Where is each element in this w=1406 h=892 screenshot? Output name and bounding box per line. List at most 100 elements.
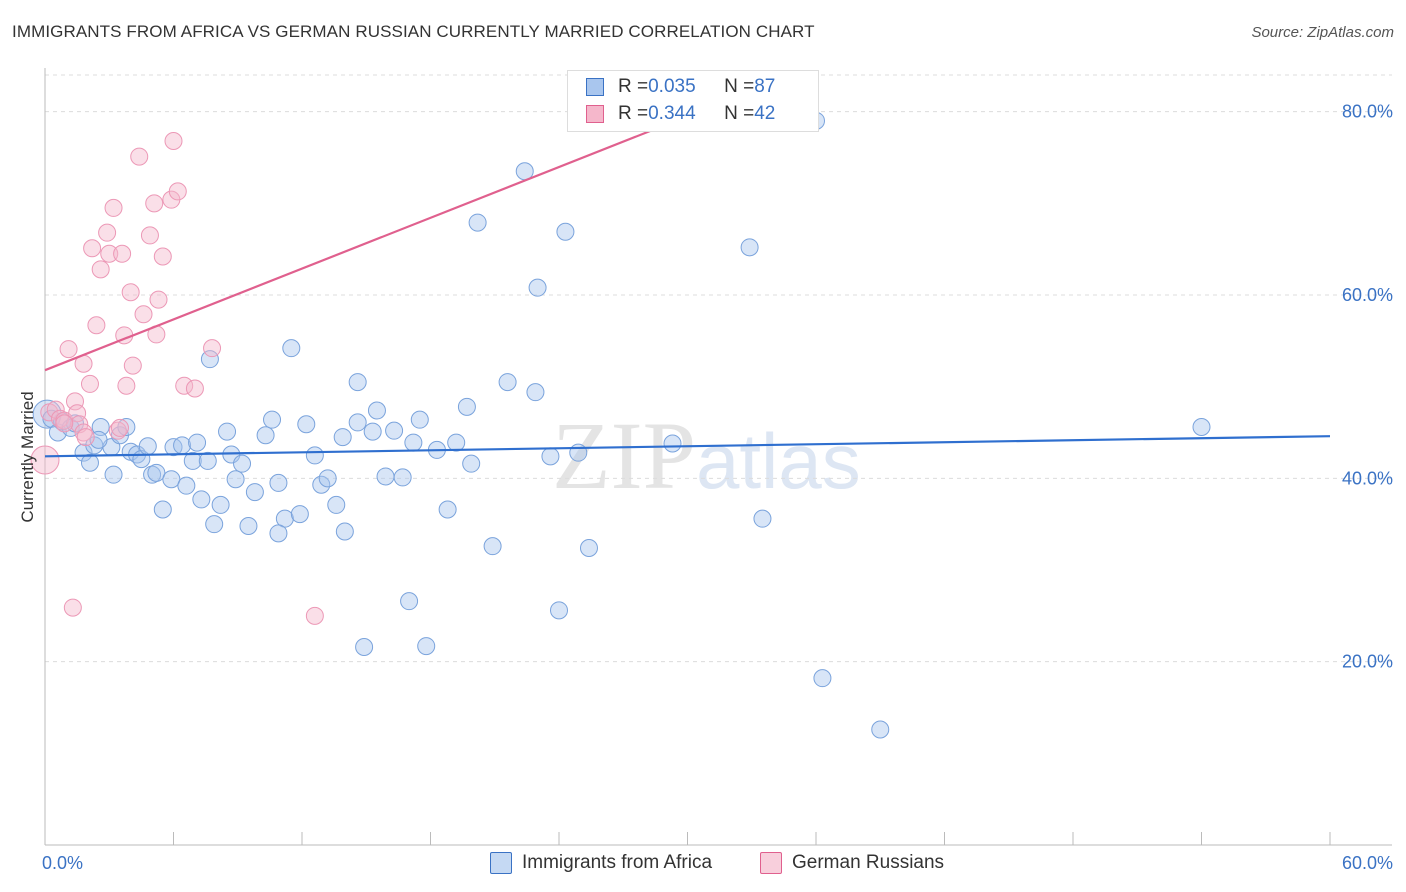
point-german-russians (76, 428, 95, 447)
gridlines (45, 74, 1392, 663)
point-immigrants-from-africa (541, 447, 560, 466)
point-german-russians (87, 316, 106, 335)
point-immigrants-from-africa (305, 446, 324, 465)
legend-r-value: 0.344 (648, 103, 696, 124)
x-tick-label: 60.0% (1342, 853, 1393, 873)
point-immigrants-from-africa (348, 373, 367, 392)
point-immigrants-from-africa (556, 222, 575, 241)
point-german-russians (83, 239, 102, 258)
point-german-russians (121, 283, 140, 302)
series-legend: Immigrants from Africa German Russians (0, 852, 1406, 878)
point-immigrants-from-africa (871, 720, 890, 739)
trend-line-german-russians (44, 115, 688, 372)
point-immigrants-from-africa (355, 638, 374, 656)
series-immigrants-from-africa (32, 111, 1211, 739)
point-immigrants-from-africa (312, 475, 331, 494)
point-immigrants-from-africa (218, 422, 237, 441)
point-immigrants-from-africa (80, 453, 99, 472)
legend-label-german-russians: German Russians (792, 852, 945, 873)
point-german-russians (305, 606, 324, 625)
point-german-russians (80, 374, 99, 393)
point-immigrants-from-africa (162, 470, 181, 489)
point-immigrants-from-africa (205, 515, 224, 534)
point-immigrants-from-africa (753, 509, 772, 528)
legend-swatch-blue (586, 78, 604, 96)
point-german-russians (74, 423, 93, 442)
point-immigrants-from-africa (177, 476, 196, 495)
point-immigrants-from-africa (226, 470, 245, 489)
point-immigrants-from-africa (74, 443, 93, 462)
point-immigrants-from-africa (483, 537, 502, 556)
point-immigrants-from-africa (318, 469, 337, 488)
point-immigrants-from-africa (256, 426, 275, 445)
point-immigrants-from-africa (363, 422, 382, 441)
point-immigrants-from-africa (239, 517, 258, 535)
point-immigrants-from-africa (385, 421, 404, 440)
point-immigrants-from-africa (367, 401, 386, 420)
point-immigrants-from-africa (335, 522, 354, 541)
point-german-russians (68, 404, 87, 423)
point-immigrants-from-africa (282, 339, 301, 358)
point-immigrants-from-africa (147, 463, 166, 482)
point-immigrants-from-africa (348, 413, 367, 432)
point-immigrants-from-africa (569, 443, 588, 462)
point-german-russians (55, 414, 74, 433)
axes (44, 68, 1392, 846)
point-immigrants-from-africa (290, 505, 309, 524)
point-german-russians (185, 379, 204, 398)
point-immigrants-from-africa (245, 483, 264, 502)
legend-r-label: R = (618, 76, 649, 97)
point-immigrants-from-africa (233, 454, 252, 473)
point-immigrants-from-africa (528, 278, 547, 297)
point-german-russians (110, 418, 129, 437)
point-immigrants-from-africa (269, 473, 288, 492)
point-immigrants-from-africa (1192, 418, 1211, 436)
point-german-russians (203, 339, 222, 358)
trend-line-immigrants-from-africa (44, 435, 1331, 458)
legend-item-german-russians[interactable]: German Russians (760, 852, 944, 874)
point-immigrants-from-africa (138, 437, 157, 456)
point-german-russians (153, 247, 172, 266)
source-label: Source: ZipAtlas.com (1251, 24, 1394, 41)
point-german-russians (91, 260, 110, 279)
point-immigrants-from-africa (410, 410, 429, 429)
legend-swatch-blue (490, 852, 512, 874)
legend-r-value: 0.035 (648, 76, 696, 97)
y-axis-label: Currently Married (18, 391, 37, 522)
point-immigrants-from-africa (198, 451, 217, 470)
point-german-russians (100, 244, 119, 263)
series-german-russians (30, 132, 324, 625)
legend-row-blue: R = 0.035 N = 87 (586, 76, 775, 98)
legend-n-label: N = (724, 76, 755, 97)
point-german-russians (134, 305, 153, 324)
legend-item-immigrants-from-africa[interactable]: Immigrants from Africa (490, 852, 712, 874)
point-immigrants-from-africa (211, 495, 230, 514)
point-german-russians (145, 194, 164, 213)
point-immigrants-from-africa (526, 383, 545, 402)
trend-lines (44, 115, 1331, 458)
point-immigrants-from-africa (438, 500, 457, 519)
point-immigrants-from-africa (663, 434, 682, 453)
point-german-russians (108, 421, 127, 440)
point-immigrants-from-africa (200, 350, 219, 369)
point-german-russians (164, 132, 183, 150)
legend-swatch-pink (586, 105, 604, 123)
y-tick-label: 80.0% (1342, 102, 1393, 122)
point-german-russians (30, 445, 60, 475)
point-immigrants-from-africa (404, 433, 423, 452)
point-german-russians (59, 340, 78, 359)
point-immigrants-from-africa (333, 428, 352, 447)
legend-n-value: 87 (754, 76, 776, 97)
point-immigrants-from-africa (417, 637, 436, 656)
point-immigrants-from-africa (183, 451, 202, 470)
point-immigrants-from-africa (104, 465, 123, 484)
point-immigrants-from-africa (550, 601, 568, 620)
point-immigrants-from-africa (468, 213, 487, 232)
point-german-russians (65, 392, 84, 411)
point-immigrants-from-africa (153, 500, 172, 519)
point-german-russians (175, 376, 194, 395)
legend-r-label: R = (618, 103, 649, 124)
point-immigrants-from-africa (263, 410, 282, 429)
legend-n-label: N = (724, 103, 755, 124)
